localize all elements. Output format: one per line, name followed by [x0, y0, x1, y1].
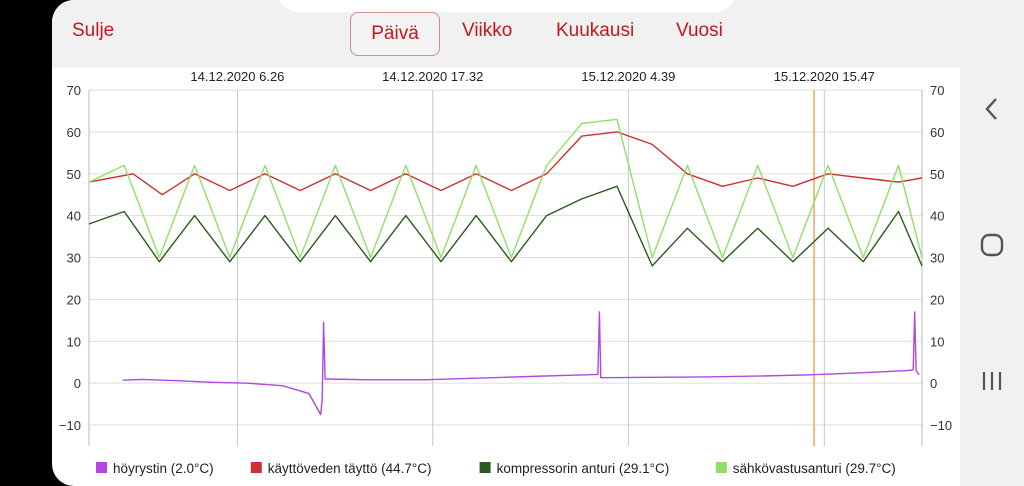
legend-label: kompressorin anturi (29.1°C)	[497, 461, 670, 476]
y-tick-label-right: 50	[930, 167, 944, 182]
legend-label: höyrystin (2.0°C)	[113, 461, 214, 476]
tab-day[interactable]: Päivä	[350, 12, 440, 56]
legend-label: sähkövastusanturi (29.7°C)	[733, 461, 896, 476]
series-line-2	[88, 131, 923, 196]
y-tick-label-right: 0	[930, 376, 937, 391]
legend-swatch	[96, 462, 107, 473]
series-line-1	[122, 311, 920, 416]
y-tick-label-left: 10	[67, 334, 81, 349]
circle-home-icon[interactable]	[960, 232, 1024, 263]
y-tick-label-right: 20	[930, 292, 944, 307]
series-line-4	[88, 118, 923, 259]
y-tick-label-right: −10	[930, 418, 952, 433]
y-tick-label-left: 70	[67, 83, 81, 98]
y-tick-label-left: 30	[67, 251, 81, 266]
x-tick-label: 14.12.2020 17.32	[382, 69, 483, 84]
chart-axes: −10 −10 0 0 10 10 20 20 30 30 40 40 50 50 60 60 70 70 14.1…	[59, 69, 952, 433]
chart-grid	[88, 89, 923, 446]
y-tick-label-right: 10	[930, 334, 944, 349]
tab-year[interactable]: Vuosi	[676, 20, 723, 41]
y-tick-label-right: 60	[930, 125, 944, 140]
chevron-left-icon[interactable]	[960, 94, 1024, 132]
legend-swatch	[715, 462, 727, 473]
y-tick-label-left: 60	[67, 125, 81, 140]
tab-strip-background	[277, 0, 737, 12]
top-toolbar: Sulje Päivä Viikko Kuukausi Vuosi	[52, 0, 960, 68]
series-line-3	[88, 185, 923, 267]
y-tick-label-right: 30	[930, 251, 944, 266]
chart-series	[88, 118, 923, 416]
temperature-chart[interactable]: −10 −10 0 0 10 10 20 20 30 30 40 40 50 50 60 60 70 70 14.1…	[52, 68, 960, 486]
y-tick-label-left: −10	[59, 418, 81, 433]
legend-swatch	[479, 462, 491, 473]
y-tick-label-left: 0	[74, 376, 81, 391]
y-tick-label-right: 70	[930, 83, 944, 98]
legend-swatch	[250, 462, 262, 473]
y-tick-label-left: 20	[67, 292, 81, 307]
close-button[interactable]: Sulje	[72, 20, 115, 41]
y-tick-label-right: 40	[930, 209, 944, 224]
tab-week[interactable]: Viikko	[462, 20, 513, 41]
x-tick-label: 15.12.2020 4.39	[581, 69, 675, 84]
recent-apps-icon[interactable]	[960, 368, 1024, 399]
app-window: Sulje Päivä Viikko Kuukausi Vuosi −10 −10…	[52, 0, 960, 486]
device-bezel	[0, 0, 52, 486]
x-tick-label: 15.12.2020 15.47	[774, 69, 875, 84]
x-tick-label: 14.12.2020 6.26	[190, 69, 284, 84]
chart-legend: höyrystin (2.0°C) käyttöveden täyttö (44.…	[96, 461, 896, 476]
tab-month[interactable]: Kuukausi	[556, 20, 635, 41]
legend-label: käyttöveden täyttö (44.7°C)	[268, 461, 432, 476]
system-navigation-bar	[960, 0, 1024, 486]
y-tick-label-left: 50	[67, 167, 81, 182]
y-tick-label-left: 40	[67, 209, 81, 224]
